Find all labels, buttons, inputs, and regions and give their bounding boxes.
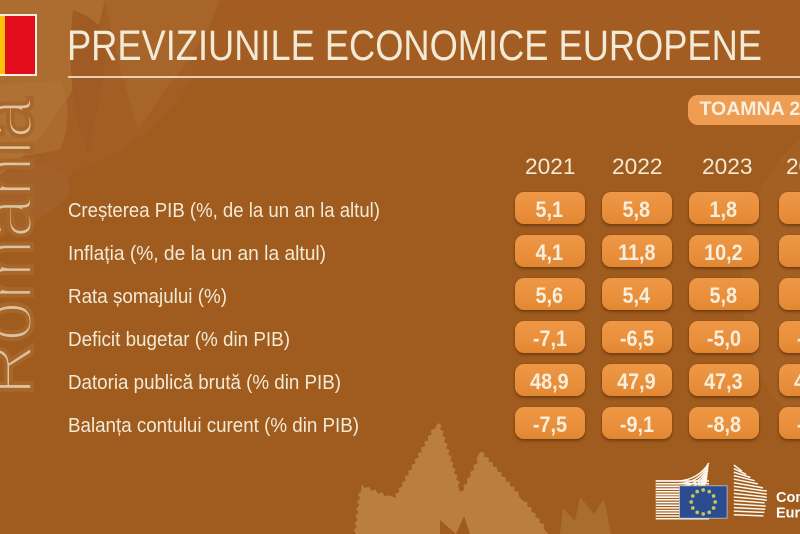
svg-text:Comisia: Comisia [776, 490, 800, 506]
svg-text:România: România [0, 97, 48, 396]
svg-text:Europeană: Europeană [776, 506, 800, 522]
